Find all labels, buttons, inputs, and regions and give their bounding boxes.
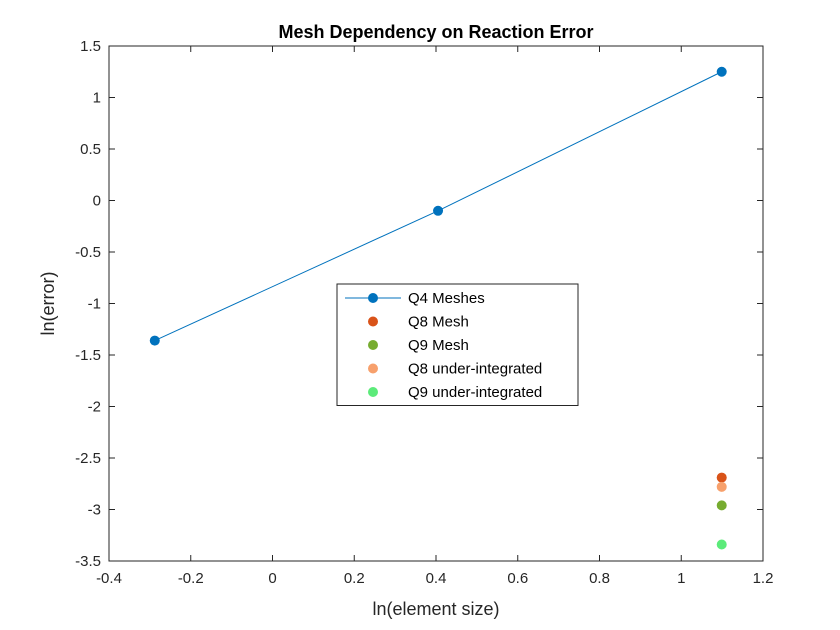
- y-tick-label: -2.5: [75, 450, 101, 467]
- y-tick-label: -1.5: [75, 347, 101, 364]
- series: [716, 472, 727, 483]
- y-axis-ticks: -3.5 -3 -2.5 -2 -1.5 -1 -0.5 0 0.5 1 1.5: [75, 38, 763, 570]
- legend-label: Q9 under-integrated: [408, 384, 542, 401]
- x-tick-label: 0.4: [426, 570, 447, 587]
- legend-label: Q4 Meshes: [408, 290, 485, 307]
- y-tick-label: -3: [88, 502, 101, 519]
- y-tick-label: -1: [88, 296, 101, 313]
- legend-label: Q9 Mesh: [408, 337, 469, 354]
- data-point: [149, 335, 160, 346]
- series: [149, 66, 727, 346]
- data-point: [716, 66, 727, 77]
- x-axis-label: ln(element size): [372, 599, 499, 619]
- x-tick-label: 1: [677, 570, 685, 587]
- x-tick-label: 0: [268, 570, 276, 587]
- legend: Q4 Meshes Q8 Mesh Q9 Mesh Q8 under-integrat…: [336, 283, 579, 406]
- legend-marker: [368, 363, 378, 374]
- data-point: [716, 500, 727, 511]
- x-axis-ticks: -0.4 -0.2 0 0.2 0.4 0.6 0.8 1 1.2: [96, 46, 773, 587]
- data-point: [716, 481, 727, 492]
- legend-marker: [368, 293, 378, 303]
- x-tick-label: -0.4: [96, 570, 122, 587]
- legend-label: Q8 Mesh: [408, 314, 469, 331]
- series: [716, 539, 727, 550]
- data-point: [716, 539, 727, 550]
- chart-title: Mesh Dependency on Reaction Error: [278, 22, 593, 42]
- x-tick-label: -0.2: [178, 570, 204, 587]
- y-tick-label: 1: [93, 90, 101, 107]
- y-tick-label: 0.5: [80, 141, 101, 158]
- y-axis-label: ln(error): [38, 271, 58, 335]
- x-tick-label: 0.8: [589, 570, 610, 587]
- x-tick-label: 1.2: [753, 570, 774, 587]
- y-tick-label: 1.5: [80, 38, 101, 55]
- y-tick-label: -3.5: [75, 553, 101, 570]
- legend-label: Q8 under-integrated: [408, 361, 542, 378]
- x-tick-label: 0.2: [344, 570, 365, 587]
- y-tick-label: -2: [88, 399, 101, 416]
- legend-marker: [368, 387, 378, 397]
- y-tick-label: -0.5: [75, 244, 101, 261]
- series: [716, 481, 727, 492]
- y-tick-label: 0: [93, 193, 101, 210]
- series-layer: [149, 66, 727, 550]
- data-point: [433, 205, 444, 216]
- legend-marker: [368, 316, 378, 327]
- x-tick-label: 0.6: [507, 570, 528, 587]
- legend-marker: [368, 340, 378, 350]
- series: [716, 500, 727, 511]
- data-point: [716, 472, 727, 483]
